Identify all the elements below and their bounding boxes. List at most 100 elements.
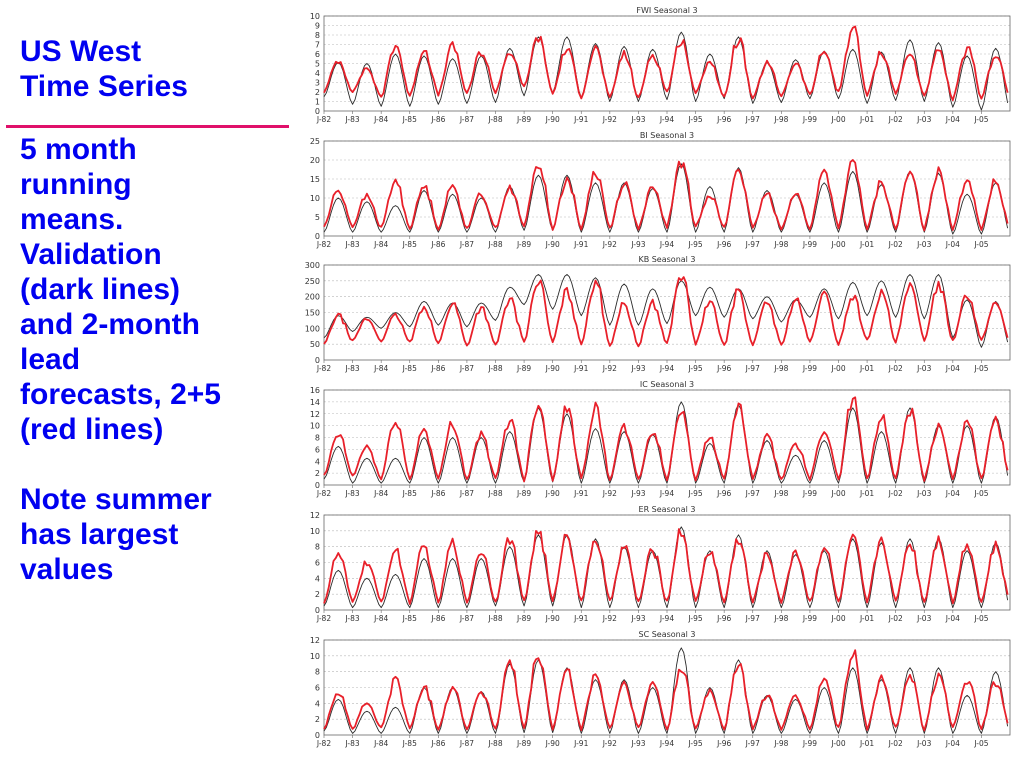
x-tick-label: J-84 (373, 739, 388, 748)
chart-title: BI Seasonal 3 (640, 131, 694, 140)
x-tick-label: J-03 (916, 240, 931, 249)
x-tick-label: J-83 (344, 739, 359, 748)
x-tick-label: J-91 (573, 739, 588, 748)
x-tick-label: J-98 (773, 115, 788, 124)
x-tick-label: J-97 (745, 739, 760, 748)
y-tick-label: 8 (315, 434, 320, 443)
y-tick-label: 5 (315, 213, 320, 222)
x-tick-label: J-99 (802, 115, 817, 124)
x-tick-label: J-90 (545, 739, 560, 748)
x-tick-label: J-04 (945, 364, 960, 373)
y-tick-label: 200 (305, 293, 320, 302)
x-tick-label: J-89 (516, 364, 531, 373)
x-tick-label: J-92 (602, 364, 617, 373)
x-tick-label: J-04 (945, 614, 960, 623)
x-tick-label: J-86 (430, 364, 445, 373)
x-tick-label: J-04 (945, 739, 960, 748)
x-tick-label: J-82 (316, 240, 331, 249)
y-tick-label: 1 (315, 98, 320, 107)
x-tick-label: J-94 (659, 614, 674, 623)
forecast-series-line (323, 25, 1009, 102)
body-line: has largest (20, 518, 179, 551)
x-tick-label: J-95 (687, 115, 702, 124)
y-tick-label: 250 (305, 277, 320, 286)
x-tick-label: J-85 (402, 364, 417, 373)
slide-body-text: 5 month running means. Validation (dark … (20, 132, 295, 587)
y-tick-label: 3 (315, 79, 320, 88)
x-tick-label: J-99 (802, 739, 817, 748)
x-tick-label: J-93 (630, 115, 645, 124)
body-line: running (20, 168, 132, 201)
x-tick-label: J-95 (687, 364, 702, 373)
body-line: (red lines) (20, 413, 164, 446)
chart-panel-er: ER Seasonal 3 0 2 4 6 8 10 12 J-82 J-83 J-84 J-85 J-… (310, 505, 1011, 623)
x-tick-label: J-92 (602, 614, 617, 623)
y-tick-label: 16 (310, 386, 320, 395)
x-tick-label: J-85 (402, 614, 417, 623)
y-tick-label: 25 (310, 137, 320, 146)
x-tick-label: J-98 (773, 614, 788, 623)
x-tick-label: J-98 (773, 739, 788, 748)
x-tick-label: J-83 (344, 115, 359, 124)
y-tick-label: 4 (315, 699, 320, 708)
y-tick-label: 0 (315, 731, 320, 740)
forecast-series-line (323, 396, 1009, 483)
x-tick-label: J-89 (516, 614, 531, 623)
y-tick-label: 6 (315, 445, 320, 454)
x-tick-label: J-98 (773, 364, 788, 373)
y-tick-label: 0 (315, 481, 320, 490)
y-tick-label: 10 (310, 527, 320, 536)
x-tick-label: J-87 (459, 240, 474, 249)
chart-panel-bi: BI Seasonal 3 0 5 10 15 20 25 J-82 J-83 J-84 J-85 J… (310, 131, 1011, 249)
x-tick-label: J-93 (630, 489, 645, 498)
y-tick-label: 2 (315, 469, 320, 478)
x-tick-label: J-84 (373, 489, 388, 498)
observed-series-line (323, 401, 1009, 484)
x-tick-label: J-83 (344, 489, 359, 498)
y-tick-label: 50 (310, 340, 320, 349)
x-tick-label: J-82 (316, 489, 331, 498)
x-tick-label: J-88 (487, 240, 502, 249)
y-tick-label: 0 (315, 107, 320, 116)
x-tick-label: J-84 (373, 115, 388, 124)
x-tick-label: J-88 (487, 614, 502, 623)
x-tick-label: J-03 (916, 364, 931, 373)
x-tick-label: J-82 (316, 614, 331, 623)
x-tick-label: J-96 (716, 614, 731, 623)
x-tick-label: J-97 (745, 614, 760, 623)
x-tick-label: J-91 (573, 364, 588, 373)
x-tick-label: J-82 (316, 364, 331, 373)
x-tick-label: J-04 (945, 240, 960, 249)
y-tick-label: 6 (315, 684, 320, 693)
x-tick-label: J-01 (859, 364, 874, 373)
x-tick-label: J-96 (716, 739, 731, 748)
chart-title: ER Seasonal 3 (639, 505, 696, 514)
y-tick-label: 2 (315, 715, 320, 724)
plot-frame (323, 15, 1011, 112)
x-tick-label: J-87 (459, 489, 474, 498)
x-tick-label: J-04 (945, 115, 960, 124)
body-line: forecasts, 2+5 (20, 378, 221, 411)
x-tick-label: J-99 (802, 489, 817, 498)
x-tick-label: J-83 (344, 240, 359, 249)
x-tick-label: J-02 (888, 364, 903, 373)
y-tick-label: 14 (310, 398, 320, 407)
y-tick-label: 0 (315, 356, 320, 365)
x-tick-label: J-92 (602, 240, 617, 249)
y-tick-label: 10 (310, 652, 320, 661)
x-tick-label: J-85 (402, 489, 417, 498)
chart-panel-kb: KB Seasonal 3 0 50 100 150 200 250 300 J-82 J-83 J… (305, 255, 1011, 373)
x-tick-label: J-83 (344, 364, 359, 373)
x-tick-label: J-94 (659, 739, 674, 748)
x-tick-label: J-91 (573, 614, 588, 623)
x-tick-label: J-95 (687, 240, 702, 249)
x-tick-label: J-90 (545, 240, 560, 249)
x-tick-label: J-94 (659, 364, 674, 373)
x-tick-label: J-93 (630, 739, 645, 748)
y-tick-label: 300 (305, 261, 320, 270)
x-tick-label: J-97 (745, 240, 760, 249)
chart-panel-sc: SC Seasonal 3 0 2 4 6 8 10 12 J-82 J-83 J-84 J-85 J-… (310, 630, 1011, 748)
x-tick-label: J-00 (830, 489, 845, 498)
x-tick-label: J-92 (602, 115, 617, 124)
title-line-2: Time Series (20, 70, 188, 103)
